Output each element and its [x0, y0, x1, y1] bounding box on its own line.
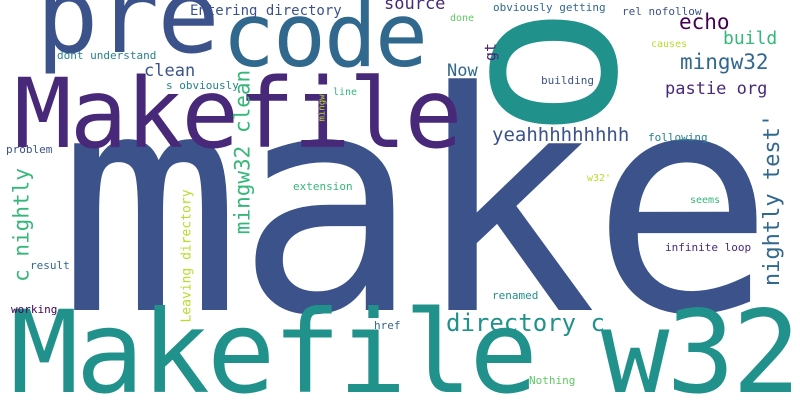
word-following: following	[648, 131, 708, 144]
word-make: make	[58, 27, 775, 382]
word-result: result	[30, 259, 70, 272]
word-source: source	[384, 0, 446, 14]
word-w32-quote: w32'	[587, 173, 612, 184]
word-now: Now	[447, 61, 478, 81]
word-pre: pre	[36, 0, 220, 77]
word-build: build	[723, 28, 778, 49]
word-echo: echo	[679, 10, 730, 34]
word-gt: gt	[481, 42, 500, 62]
word-renamed: renamed	[492, 289, 539, 302]
word-mingw32-clean: mingw32 clean	[230, 69, 255, 235]
word-mingw32: mingw32	[680, 50, 769, 74]
word-rel-nofollow: rel nofollow	[622, 5, 702, 18]
word-nothing: Nothing	[529, 374, 576, 387]
word-working: working	[11, 303, 58, 316]
word-clean: clean	[144, 61, 196, 81]
word-dont-understand: dont understand	[57, 49, 157, 62]
word-o: o	[439, 4, 701, 140]
word-leaving-directory: Leaving directory	[179, 189, 195, 323]
word-building: building	[541, 74, 594, 87]
word-code: code	[222, 0, 428, 87]
word-s-obviously: s obviously	[166, 79, 239, 92]
word-nightly-test: nightly test'	[760, 113, 785, 287]
word-line: line	[333, 87, 358, 98]
word-obviously-getting: obviously getting	[493, 1, 606, 14]
word-infinite-loop: infinite loop	[665, 241, 752, 254]
word-yeahhhhhhhhh: yeahhhhhhhhh	[492, 124, 630, 146]
word-makefile-w32: Makefile w32	[10, 286, 800, 400]
word-pastie-org: pastie org	[665, 79, 768, 99]
word-directory-c: directory c	[446, 309, 605, 337]
word-done: done	[450, 13, 475, 24]
word-mingw: mingw	[317, 94, 328, 122]
word-href: href	[374, 319, 401, 332]
word-seems: seems	[690, 195, 721, 206]
word-causes: causes	[651, 39, 688, 50]
word-extension: extension	[293, 180, 353, 193]
word-makefile: Makefile	[14, 58, 462, 170]
word-problem: problem	[6, 143, 53, 156]
word-entering-directory: Entering directory	[190, 3, 342, 19]
